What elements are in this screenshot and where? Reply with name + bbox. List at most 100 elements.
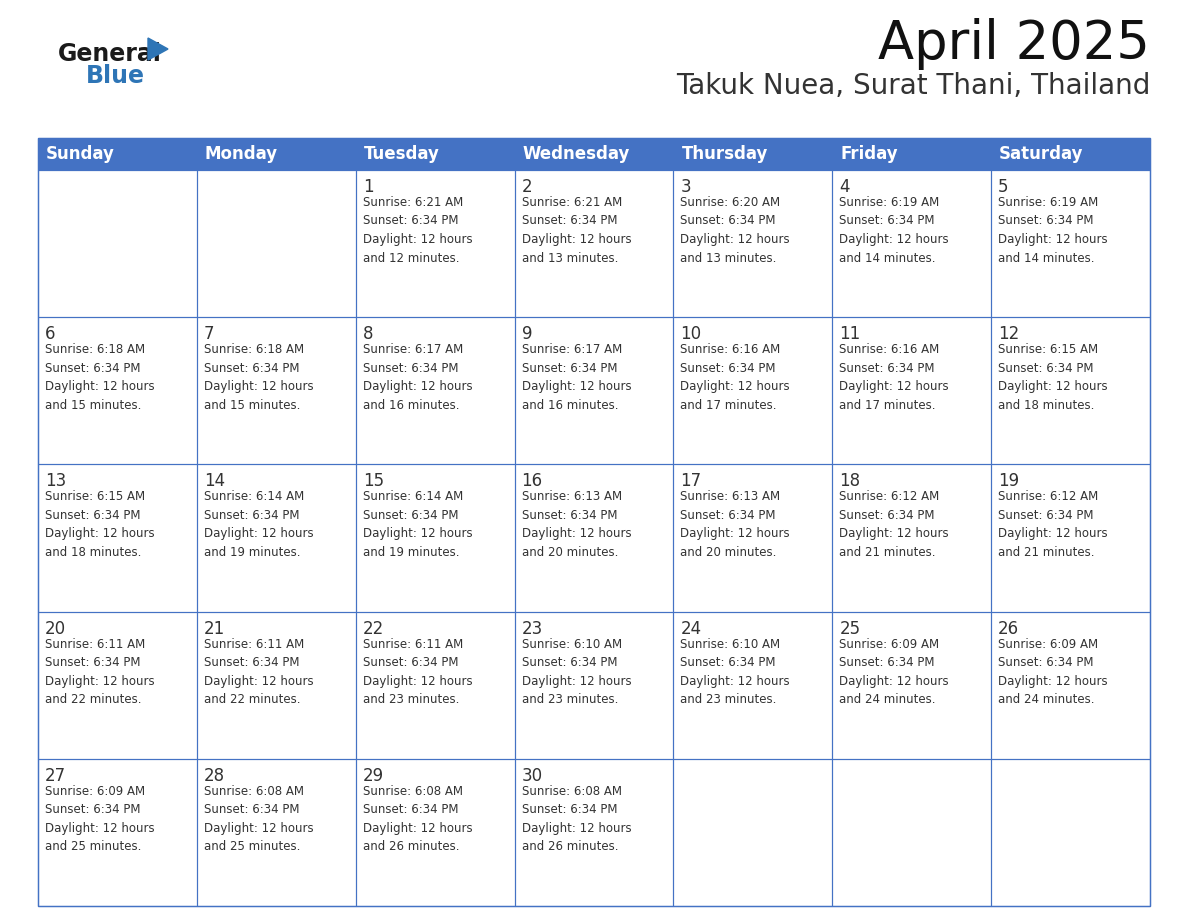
- Text: 15: 15: [362, 473, 384, 490]
- Text: 27: 27: [45, 767, 67, 785]
- Bar: [514, 465, 674, 611]
- Bar: [355, 138, 514, 170]
- Bar: [833, 465, 991, 611]
- Bar: [991, 759, 1150, 906]
- Text: Sunrise: 6:10 AM
Sunset: 6:34 PM
Daylight: 12 hours
and 23 minutes.: Sunrise: 6:10 AM Sunset: 6:34 PM Dayligh…: [522, 638, 631, 706]
- Text: 6: 6: [45, 325, 56, 343]
- Bar: [355, 318, 514, 465]
- Text: 4: 4: [839, 178, 849, 196]
- Bar: [355, 138, 514, 170]
- Bar: [833, 318, 991, 465]
- Bar: [197, 759, 355, 906]
- Text: 3: 3: [681, 178, 691, 196]
- Bar: [991, 611, 1150, 759]
- Bar: [514, 759, 674, 906]
- Bar: [514, 138, 674, 170]
- Text: Takuk Nuea, Surat Thani, Thailand: Takuk Nuea, Surat Thani, Thailand: [676, 72, 1150, 100]
- Text: 20: 20: [45, 620, 67, 638]
- Bar: [991, 759, 1150, 906]
- Text: Sunrise: 6:09 AM
Sunset: 6:34 PM
Daylight: 12 hours
and 25 minutes.: Sunrise: 6:09 AM Sunset: 6:34 PM Dayligh…: [45, 785, 154, 854]
- Text: Sunday: Sunday: [46, 145, 115, 163]
- Bar: [514, 759, 674, 906]
- Bar: [38, 170, 197, 318]
- Bar: [514, 318, 674, 465]
- Text: Sunrise: 6:12 AM
Sunset: 6:34 PM
Daylight: 12 hours
and 21 minutes.: Sunrise: 6:12 AM Sunset: 6:34 PM Dayligh…: [839, 490, 949, 559]
- Text: Sunrise: 6:16 AM
Sunset: 6:34 PM
Daylight: 12 hours
and 17 minutes.: Sunrise: 6:16 AM Sunset: 6:34 PM Dayligh…: [839, 343, 949, 411]
- Text: Blue: Blue: [86, 64, 145, 88]
- Bar: [991, 318, 1150, 465]
- Bar: [197, 170, 355, 318]
- Bar: [674, 138, 833, 170]
- Bar: [833, 611, 991, 759]
- Bar: [38, 759, 197, 906]
- Text: 17: 17: [681, 473, 702, 490]
- Bar: [833, 138, 991, 170]
- Bar: [674, 318, 833, 465]
- Text: 29: 29: [362, 767, 384, 785]
- Bar: [355, 759, 514, 906]
- Bar: [514, 465, 674, 611]
- Bar: [197, 318, 355, 465]
- Bar: [674, 465, 833, 611]
- Text: Sunrise: 6:13 AM
Sunset: 6:34 PM
Daylight: 12 hours
and 20 minutes.: Sunrise: 6:13 AM Sunset: 6:34 PM Dayligh…: [522, 490, 631, 559]
- Text: Sunrise: 6:20 AM
Sunset: 6:34 PM
Daylight: 12 hours
and 13 minutes.: Sunrise: 6:20 AM Sunset: 6:34 PM Dayligh…: [681, 196, 790, 264]
- Bar: [197, 138, 355, 170]
- Text: April 2025: April 2025: [878, 18, 1150, 70]
- Bar: [514, 318, 674, 465]
- Bar: [514, 138, 674, 170]
- Bar: [514, 170, 674, 318]
- Text: Thursday: Thursday: [682, 145, 767, 163]
- Bar: [197, 465, 355, 611]
- Text: 28: 28: [204, 767, 225, 785]
- Bar: [833, 465, 991, 611]
- Text: Sunrise: 6:15 AM
Sunset: 6:34 PM
Daylight: 12 hours
and 18 minutes.: Sunrise: 6:15 AM Sunset: 6:34 PM Dayligh…: [45, 490, 154, 559]
- Bar: [355, 611, 514, 759]
- Text: 8: 8: [362, 325, 373, 343]
- Bar: [38, 759, 197, 906]
- Polygon shape: [148, 38, 168, 60]
- Bar: [355, 318, 514, 465]
- Text: 24: 24: [681, 620, 702, 638]
- Text: 18: 18: [839, 473, 860, 490]
- Bar: [833, 138, 991, 170]
- Text: 11: 11: [839, 325, 860, 343]
- Text: 22: 22: [362, 620, 384, 638]
- Text: Sunrise: 6:18 AM
Sunset: 6:34 PM
Daylight: 12 hours
and 15 minutes.: Sunrise: 6:18 AM Sunset: 6:34 PM Dayligh…: [45, 343, 154, 411]
- Text: Sunrise: 6:19 AM
Sunset: 6:34 PM
Daylight: 12 hours
and 14 minutes.: Sunrise: 6:19 AM Sunset: 6:34 PM Dayligh…: [839, 196, 949, 264]
- Bar: [197, 611, 355, 759]
- Bar: [38, 318, 197, 465]
- Bar: [833, 759, 991, 906]
- Bar: [38, 138, 1150, 906]
- Text: Sunrise: 6:16 AM
Sunset: 6:34 PM
Daylight: 12 hours
and 17 minutes.: Sunrise: 6:16 AM Sunset: 6:34 PM Dayligh…: [681, 343, 790, 411]
- Text: 21: 21: [204, 620, 225, 638]
- Bar: [197, 465, 355, 611]
- Text: Sunrise: 6:17 AM
Sunset: 6:34 PM
Daylight: 12 hours
and 16 minutes.: Sunrise: 6:17 AM Sunset: 6:34 PM Dayligh…: [522, 343, 631, 411]
- Text: Wednesday: Wednesday: [523, 145, 630, 163]
- Bar: [355, 611, 514, 759]
- Bar: [991, 170, 1150, 318]
- Bar: [674, 611, 833, 759]
- Bar: [355, 170, 514, 318]
- Text: 25: 25: [839, 620, 860, 638]
- Text: Monday: Monday: [204, 145, 278, 163]
- Bar: [355, 465, 514, 611]
- Bar: [197, 759, 355, 906]
- Bar: [38, 138, 197, 170]
- Text: Sunrise: 6:19 AM
Sunset: 6:34 PM
Daylight: 12 hours
and 14 minutes.: Sunrise: 6:19 AM Sunset: 6:34 PM Dayligh…: [998, 196, 1107, 264]
- Text: Sunrise: 6:09 AM
Sunset: 6:34 PM
Daylight: 12 hours
and 24 minutes.: Sunrise: 6:09 AM Sunset: 6:34 PM Dayligh…: [998, 638, 1107, 706]
- Bar: [833, 611, 991, 759]
- Bar: [674, 318, 833, 465]
- Text: Sunrise: 6:11 AM
Sunset: 6:34 PM
Daylight: 12 hours
and 23 minutes.: Sunrise: 6:11 AM Sunset: 6:34 PM Dayligh…: [362, 638, 473, 706]
- Text: Sunrise: 6:08 AM
Sunset: 6:34 PM
Daylight: 12 hours
and 25 minutes.: Sunrise: 6:08 AM Sunset: 6:34 PM Dayligh…: [204, 785, 314, 854]
- Bar: [991, 465, 1150, 611]
- Bar: [38, 318, 197, 465]
- Text: 5: 5: [998, 178, 1009, 196]
- Bar: [833, 170, 991, 318]
- Text: 12: 12: [998, 325, 1019, 343]
- Text: Sunrise: 6:17 AM
Sunset: 6:34 PM
Daylight: 12 hours
and 16 minutes.: Sunrise: 6:17 AM Sunset: 6:34 PM Dayligh…: [362, 343, 473, 411]
- Text: 10: 10: [681, 325, 702, 343]
- Bar: [38, 611, 197, 759]
- Bar: [38, 465, 197, 611]
- Bar: [991, 138, 1150, 170]
- Text: Friday: Friday: [840, 145, 898, 163]
